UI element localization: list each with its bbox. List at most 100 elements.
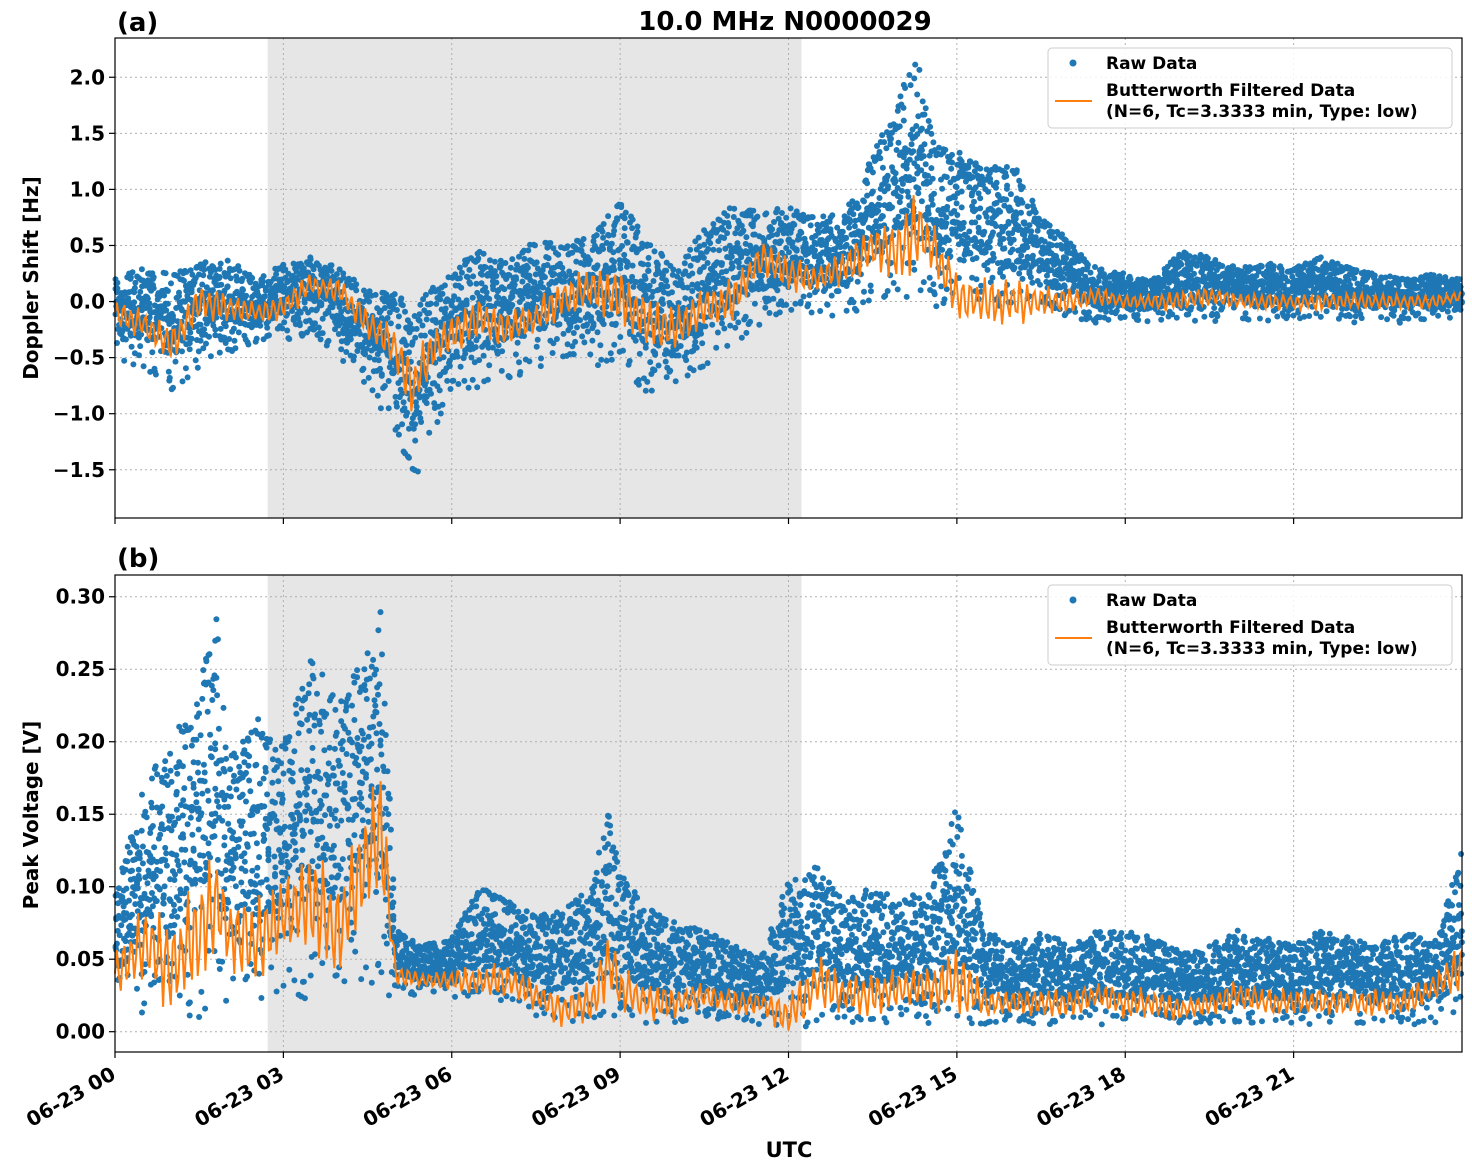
raw-data-point: [507, 264, 514, 271]
raw-data-point: [731, 205, 738, 212]
raw-data-point: [495, 294, 502, 301]
raw-data-point: [667, 367, 674, 374]
raw-data-point: [512, 351, 519, 358]
raw-data-point: [796, 236, 803, 242]
raw-data-point: [521, 333, 527, 339]
raw-data-point: [1016, 270, 1023, 277]
raw-data-point: [422, 291, 429, 298]
raw-data-point: [221, 334, 228, 341]
raw-data-point: [619, 243, 626, 249]
raw-data-point: [916, 66, 923, 73]
raw-data-point: [188, 335, 195, 342]
raw-data-point: [1351, 319, 1358, 326]
raw-data-point: [719, 320, 725, 327]
raw-data-point: [200, 345, 207, 352]
raw-data-point: [437, 410, 444, 417]
raw-data-point: [750, 207, 757, 214]
raw-data-point: [513, 276, 520, 283]
raw-data-point: [868, 288, 874, 295]
raw-data-point: [919, 98, 926, 105]
raw-data-point: [413, 403, 420, 410]
raw-data-point: [307, 256, 314, 263]
raw-data-point: [815, 229, 822, 236]
raw-data-point: [820, 213, 827, 220]
raw-data-point: [476, 357, 483, 364]
raw-data-point: [685, 253, 692, 260]
raw-data-point: [702, 323, 709, 330]
raw-data-point: [987, 175, 994, 182]
raw-data-point: [1009, 246, 1016, 253]
raw-data-point: [201, 326, 208, 333]
raw-data-point: [442, 305, 449, 312]
raw-data-point: [393, 403, 400, 410]
raw-data-point: [1219, 263, 1226, 269]
raw-data-point: [704, 260, 711, 266]
raw-data-point: [900, 117, 907, 124]
raw-data-point: [812, 247, 818, 254]
raw-data-point: [899, 180, 906, 187]
raw-data-point: [501, 286, 508, 293]
raw-data-point: [340, 358, 347, 364]
raw-data-point: [416, 311, 423, 318]
raw-data-point: [187, 267, 194, 274]
raw-data-point: [439, 290, 446, 297]
raw-data-point: [284, 311, 291, 317]
raw-data-point: [850, 211, 857, 218]
raw-data-point: [975, 214, 982, 221]
raw-data-point: [131, 285, 138, 291]
raw-data-point: [407, 320, 414, 327]
raw-data-point: [284, 327, 291, 334]
raw-data-point: [184, 374, 191, 381]
raw-data-point: [353, 281, 360, 288]
raw-data-point: [642, 387, 649, 394]
raw-data-point: [466, 266, 473, 273]
raw-data-point: [925, 118, 932, 124]
raw-data-point: [559, 264, 566, 271]
raw-data-point: [1134, 311, 1141, 318]
raw-data-point: [458, 269, 465, 276]
raw-data-point: [695, 234, 702, 241]
raw-data-point: [564, 243, 571, 250]
raw-data-point: [948, 165, 955, 172]
raw-data-point: [555, 251, 562, 258]
raw-data-point: [1178, 261, 1185, 268]
raw-data-point: [1211, 305, 1218, 311]
raw-data-point: [993, 179, 1000, 186]
raw-data-point: [756, 321, 763, 328]
raw-data-point: [1351, 275, 1358, 282]
raw-data-point: [716, 247, 723, 254]
raw-data-point: [551, 271, 558, 277]
raw-data-point: [580, 236, 587, 242]
raw-data-point: [921, 141, 928, 148]
raw-data-point: [433, 300, 440, 307]
raw-data-point: [590, 320, 597, 327]
raw-data-point: [319, 330, 326, 337]
raw-data-point: [419, 322, 426, 329]
raw-data-point: [892, 178, 899, 185]
raw-data-point: [532, 242, 538, 249]
raw-data-point: [253, 335, 260, 342]
raw-data-point: [910, 148, 917, 155]
raw-data-point: [398, 295, 405, 302]
raw-data-point: [600, 321, 607, 328]
raw-data-point: [705, 246, 712, 252]
raw-data-point: [387, 320, 394, 327]
raw-data-point: [400, 399, 407, 406]
raw-data-point: [990, 254, 997, 261]
raw-data-point: [635, 381, 642, 388]
raw-data-point: [281, 319, 288, 326]
raw-data-point: [1323, 308, 1330, 315]
raw-data-point: [829, 212, 836, 219]
raw-data-point: [261, 293, 268, 300]
raw-data-point: [295, 315, 302, 322]
raw-data-point: [570, 351, 577, 358]
raw-data-point: [929, 175, 936, 182]
raw-data-point: [577, 317, 583, 324]
raw-data-point: [1000, 235, 1007, 242]
raw-data-point: [436, 387, 443, 394]
raw-data-point: [807, 222, 814, 229]
raw-data-point: [147, 368, 154, 375]
raw-data-point: [245, 341, 252, 348]
raw-data-point: [454, 353, 461, 360]
raw-data-point: [724, 342, 731, 349]
